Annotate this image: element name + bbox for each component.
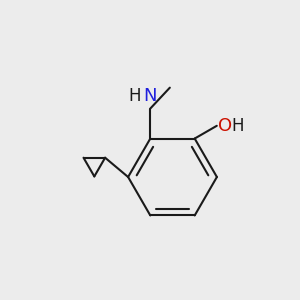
Text: H: H xyxy=(129,87,141,105)
Text: O: O xyxy=(218,117,233,135)
Text: H: H xyxy=(231,117,244,135)
Text: N: N xyxy=(144,87,157,105)
